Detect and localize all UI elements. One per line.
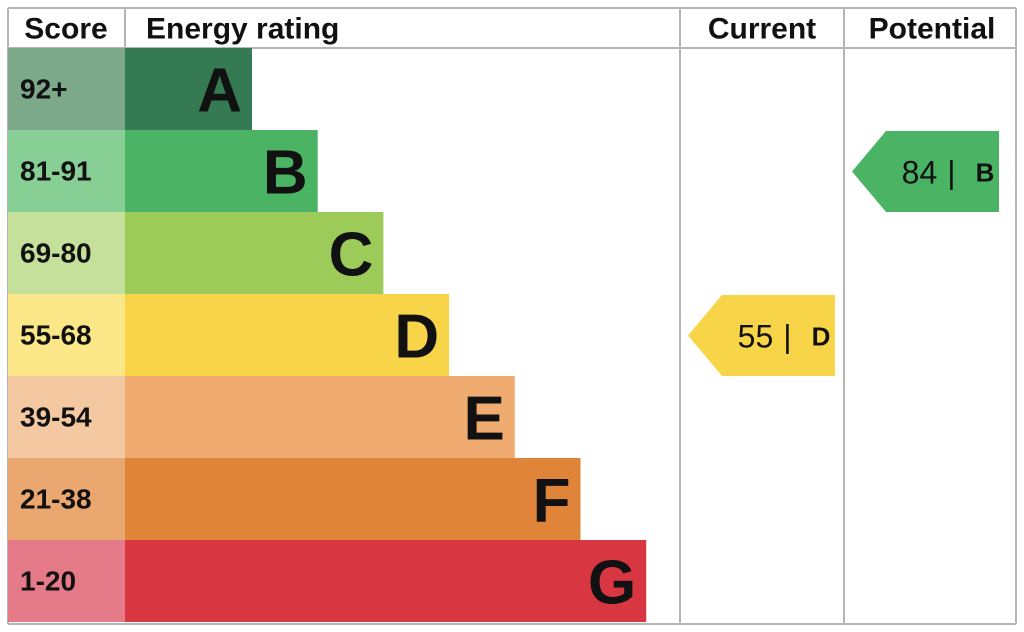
- score-cell: [8, 376, 125, 458]
- header-potential: Potential: [869, 13, 996, 46]
- score-cell: [8, 212, 125, 294]
- score-label: 92+: [20, 74, 68, 105]
- rating-bar: [125, 48, 252, 130]
- rating-letter: F: [533, 467, 571, 536]
- header-score: Score: [24, 13, 107, 46]
- potential-arrow: [852, 131, 999, 212]
- rating-bar: [125, 130, 318, 212]
- rating-letter: A: [197, 57, 242, 126]
- current-separator: |: [783, 319, 791, 355]
- potential-separator: |: [947, 155, 955, 191]
- current-arrow: [688, 295, 835, 376]
- rating-letter: G: [588, 549, 636, 618]
- rating-letter: C: [329, 221, 374, 290]
- rating-bar: [125, 294, 450, 376]
- rating-letter: B: [263, 139, 308, 208]
- current-value: 55: [738, 319, 774, 355]
- rating-bar: [125, 458, 581, 540]
- score-label: 39-54: [20, 402, 92, 433]
- header-current: Current: [708, 13, 816, 46]
- current-label: 55 | D: [738, 319, 831, 355]
- score-cell: [8, 458, 125, 540]
- score-cell: [8, 130, 125, 212]
- score-label: 69-80: [20, 238, 92, 269]
- rating-bar: [125, 376, 515, 458]
- score-label: 55-68: [20, 320, 92, 351]
- potential-letter: B: [976, 158, 995, 188]
- rating-bar: [125, 212, 384, 294]
- rating-bar: [125, 540, 647, 622]
- score-cell: [8, 48, 125, 130]
- score-label: 1-20: [20, 566, 76, 597]
- score-cell: [8, 294, 125, 376]
- score-label: 81-91: [20, 156, 92, 187]
- rating-letter: D: [394, 303, 439, 372]
- score-label: 21-38: [20, 484, 92, 515]
- current-letter: D: [812, 322, 831, 352]
- score-cell: [8, 540, 125, 622]
- potential-label: 84 | B: [902, 155, 995, 191]
- header-rating: Energy rating: [146, 13, 339, 46]
- potential-value: 84: [902, 155, 938, 191]
- rating-letter: E: [463, 385, 504, 454]
